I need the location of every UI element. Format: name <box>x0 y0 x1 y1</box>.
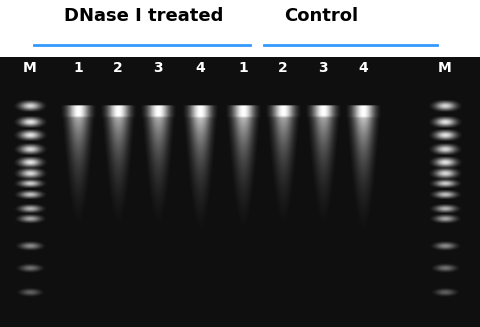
Text: Control: Control <box>285 7 359 25</box>
Text: 4: 4 <box>195 61 205 75</box>
Text: M: M <box>438 61 452 75</box>
Text: 3: 3 <box>153 61 163 75</box>
Text: 2: 2 <box>278 61 288 75</box>
Text: 1: 1 <box>73 61 83 75</box>
Text: 3: 3 <box>318 61 328 75</box>
Text: 2: 2 <box>113 61 123 75</box>
Text: DNase I treated: DNase I treated <box>64 7 224 25</box>
Text: 4: 4 <box>358 61 368 75</box>
Text: M: M <box>23 61 37 75</box>
Text: 1: 1 <box>238 61 248 75</box>
